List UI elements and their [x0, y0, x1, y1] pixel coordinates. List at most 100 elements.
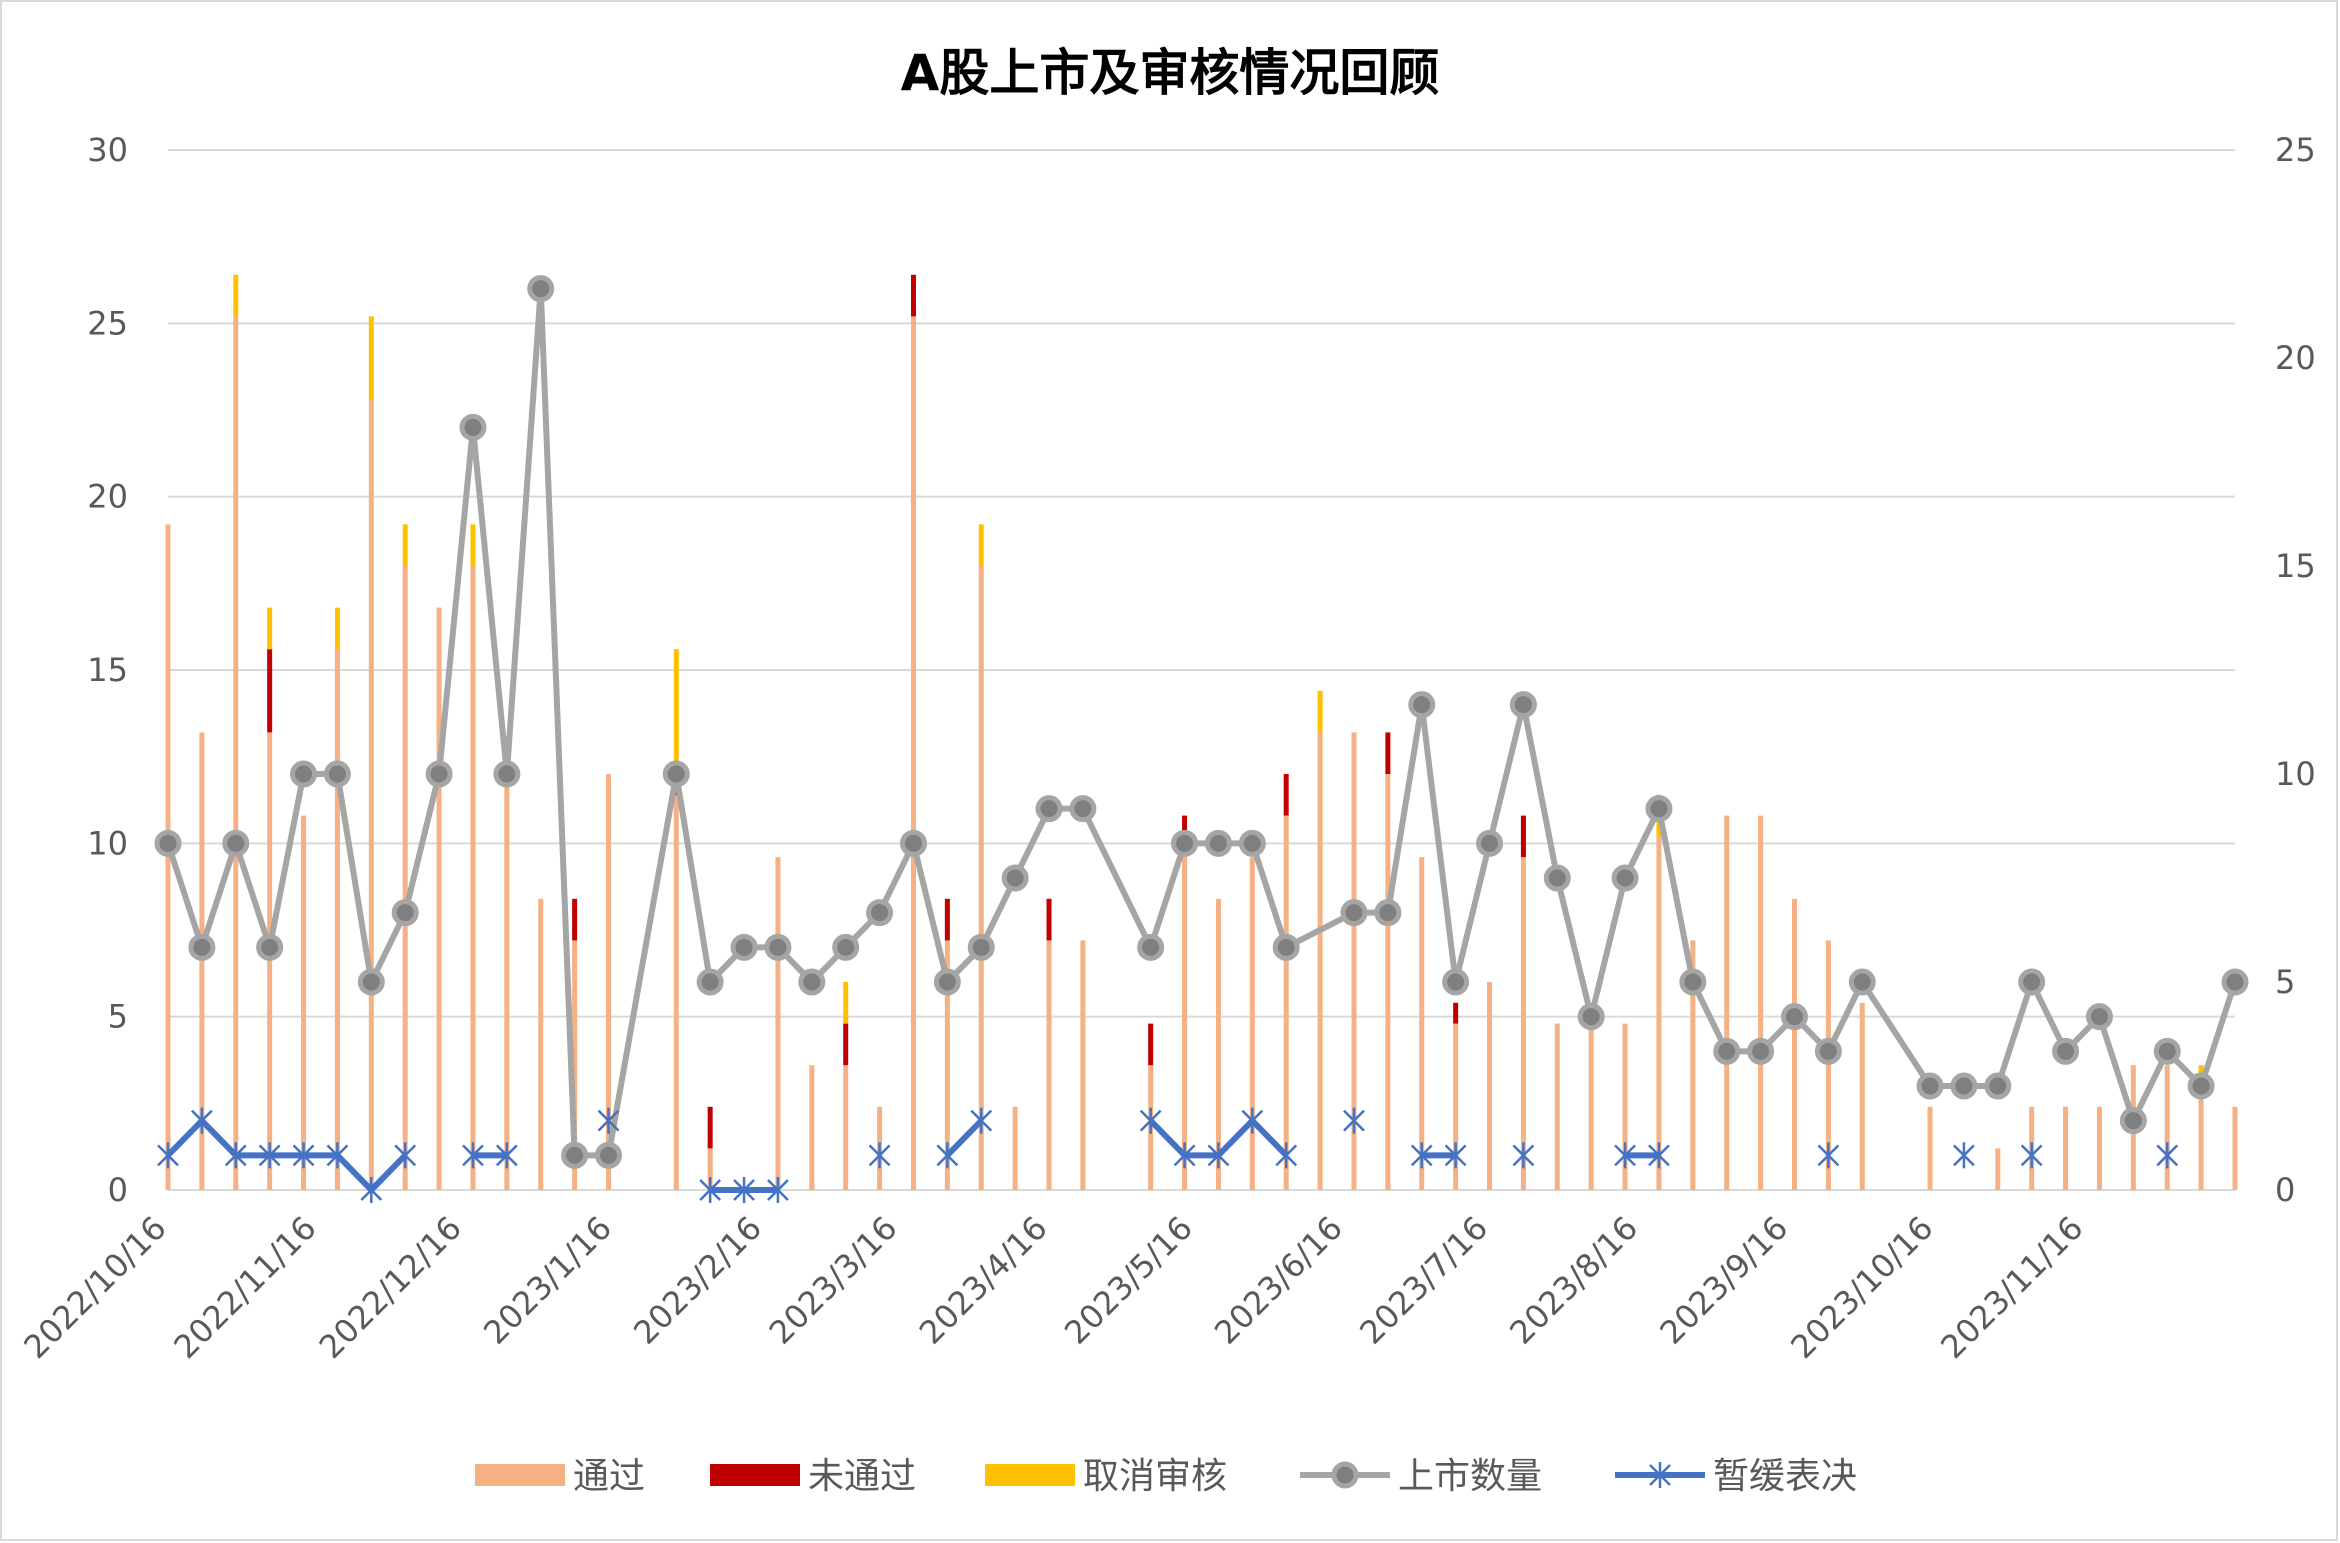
point-listing — [1374, 899, 1402, 927]
bar-pass — [1283, 815, 1289, 1190]
point-listing — [561, 1141, 589, 1169]
bar-pass — [606, 774, 612, 1190]
bar-fail — [1148, 1023, 1154, 1066]
bar-pass — [470, 566, 476, 1190]
point-listing — [222, 829, 250, 857]
bar-pass — [572, 940, 578, 1190]
bar-pass — [165, 524, 171, 1190]
bar-pass — [1791, 898, 1797, 1190]
point-listing — [1476, 829, 1504, 857]
point-defer — [1410, 1142, 1433, 1169]
bar-pass — [2232, 1106, 2238, 1190]
bar-cancel — [470, 524, 476, 566]
bar-pass — [368, 399, 374, 1191]
point-defer — [1207, 1142, 1230, 1169]
right-axis: 0 5 10 15 20 25 — [2275, 131, 2316, 1209]
bar-cancel — [402, 524, 408, 566]
point-listing — [1340, 899, 1368, 927]
point-listing — [1035, 795, 1063, 823]
point-listing — [2085, 1003, 2113, 1031]
bar-pass — [1249, 857, 1255, 1190]
bar-pass — [1622, 1023, 1628, 1190]
legend-swatch-cancel — [985, 1464, 1075, 1486]
point-listing — [256, 933, 284, 961]
legend-marker-listing — [1331, 1461, 1359, 1489]
bar-pass — [2096, 1106, 2102, 1190]
point-defer — [1817, 1142, 1840, 1169]
legend-item-cancel[interactable]: 取消审核 — [985, 1456, 1227, 1497]
point-listing — [1645, 795, 1673, 823]
line-layer — [154, 275, 2249, 1203]
point-defer — [1173, 1142, 1196, 1169]
point-defer — [970, 1107, 993, 1134]
bar-pass — [301, 815, 307, 1190]
point-defer — [495, 1142, 518, 1169]
point-defer — [258, 1142, 281, 1169]
bar-pass — [1182, 836, 1188, 1190]
point-listing — [188, 933, 216, 961]
point-listing — [1001, 864, 1029, 892]
bar-pass — [1012, 1106, 1018, 1190]
point-defer — [2156, 1142, 2179, 1169]
bar-cancel — [267, 607, 273, 650]
left-axis: 0 5 10 15 20 25 30 — [87, 131, 128, 1209]
point-defer — [767, 1177, 789, 1203]
left-tick-label: 0 — [108, 1171, 128, 1209]
bar-fail — [1453, 1002, 1459, 1024]
bar-pass — [1317, 732, 1323, 1190]
bar-pass — [504, 774, 510, 1190]
point-listing — [1747, 1037, 1775, 1065]
bar-pass — [1825, 940, 1831, 1190]
point-defer — [292, 1142, 315, 1169]
point-listing — [290, 760, 318, 788]
point-defer — [868, 1142, 891, 1169]
legend-marker-defer — [1649, 1462, 1671, 1488]
point-defer — [1241, 1107, 1264, 1134]
point-listing — [425, 760, 453, 788]
point-listing — [866, 899, 894, 927]
point-listing — [798, 968, 826, 996]
bar-pass — [233, 316, 239, 1190]
bar-pass — [1487, 982, 1493, 1190]
right-tick-label: 0 — [2275, 1171, 2295, 1209]
point-listing — [1611, 864, 1639, 892]
left-tick-label: 15 — [87, 651, 128, 689]
bar-pass — [1758, 815, 1764, 1190]
point-listing — [459, 413, 487, 441]
point-defer — [224, 1142, 247, 1169]
point-listing — [1848, 968, 1876, 996]
point-listing — [1137, 933, 1165, 961]
bar-pass — [1690, 940, 1696, 1190]
bar-pass — [267, 732, 273, 1190]
left-tick-label: 20 — [87, 478, 128, 516]
bar-pass — [1554, 1023, 1560, 1190]
bar-pass — [1046, 940, 1052, 1190]
bar-pass — [538, 898, 544, 1190]
bar-pass — [2198, 1086, 2204, 1190]
point-listing — [662, 760, 690, 788]
legend-item-fail[interactable]: 未通过 — [710, 1456, 916, 1497]
bar-pass — [978, 566, 984, 1190]
point-listing — [1238, 829, 1266, 857]
bar-pass — [199, 732, 205, 1190]
bar-fail — [910, 274, 916, 317]
point-defer — [1614, 1142, 1636, 1169]
point-listing — [1984, 1072, 2012, 1100]
bar-cancel — [1317, 690, 1323, 733]
point-listing — [1780, 1003, 1808, 1031]
bar-pass — [2063, 1106, 2069, 1190]
legend-item-listing[interactable]: 上市数量 — [1300, 1456, 1542, 1497]
point-listing — [933, 968, 961, 996]
right-tick-label: 25 — [2275, 131, 2316, 169]
bar-pass — [1724, 815, 1730, 1190]
point-defer — [699, 1177, 722, 1203]
point-listing — [1713, 1037, 1741, 1065]
legend-item-pass[interactable]: 通过 — [475, 1456, 645, 1497]
legend-item-defer[interactable]: 暂缓表决 — [1615, 1456, 1857, 1497]
bar-fail — [1182, 815, 1188, 837]
point-defer — [1953, 1142, 1975, 1169]
point-listing — [2018, 968, 2046, 996]
point-listing — [2052, 1037, 2080, 1065]
